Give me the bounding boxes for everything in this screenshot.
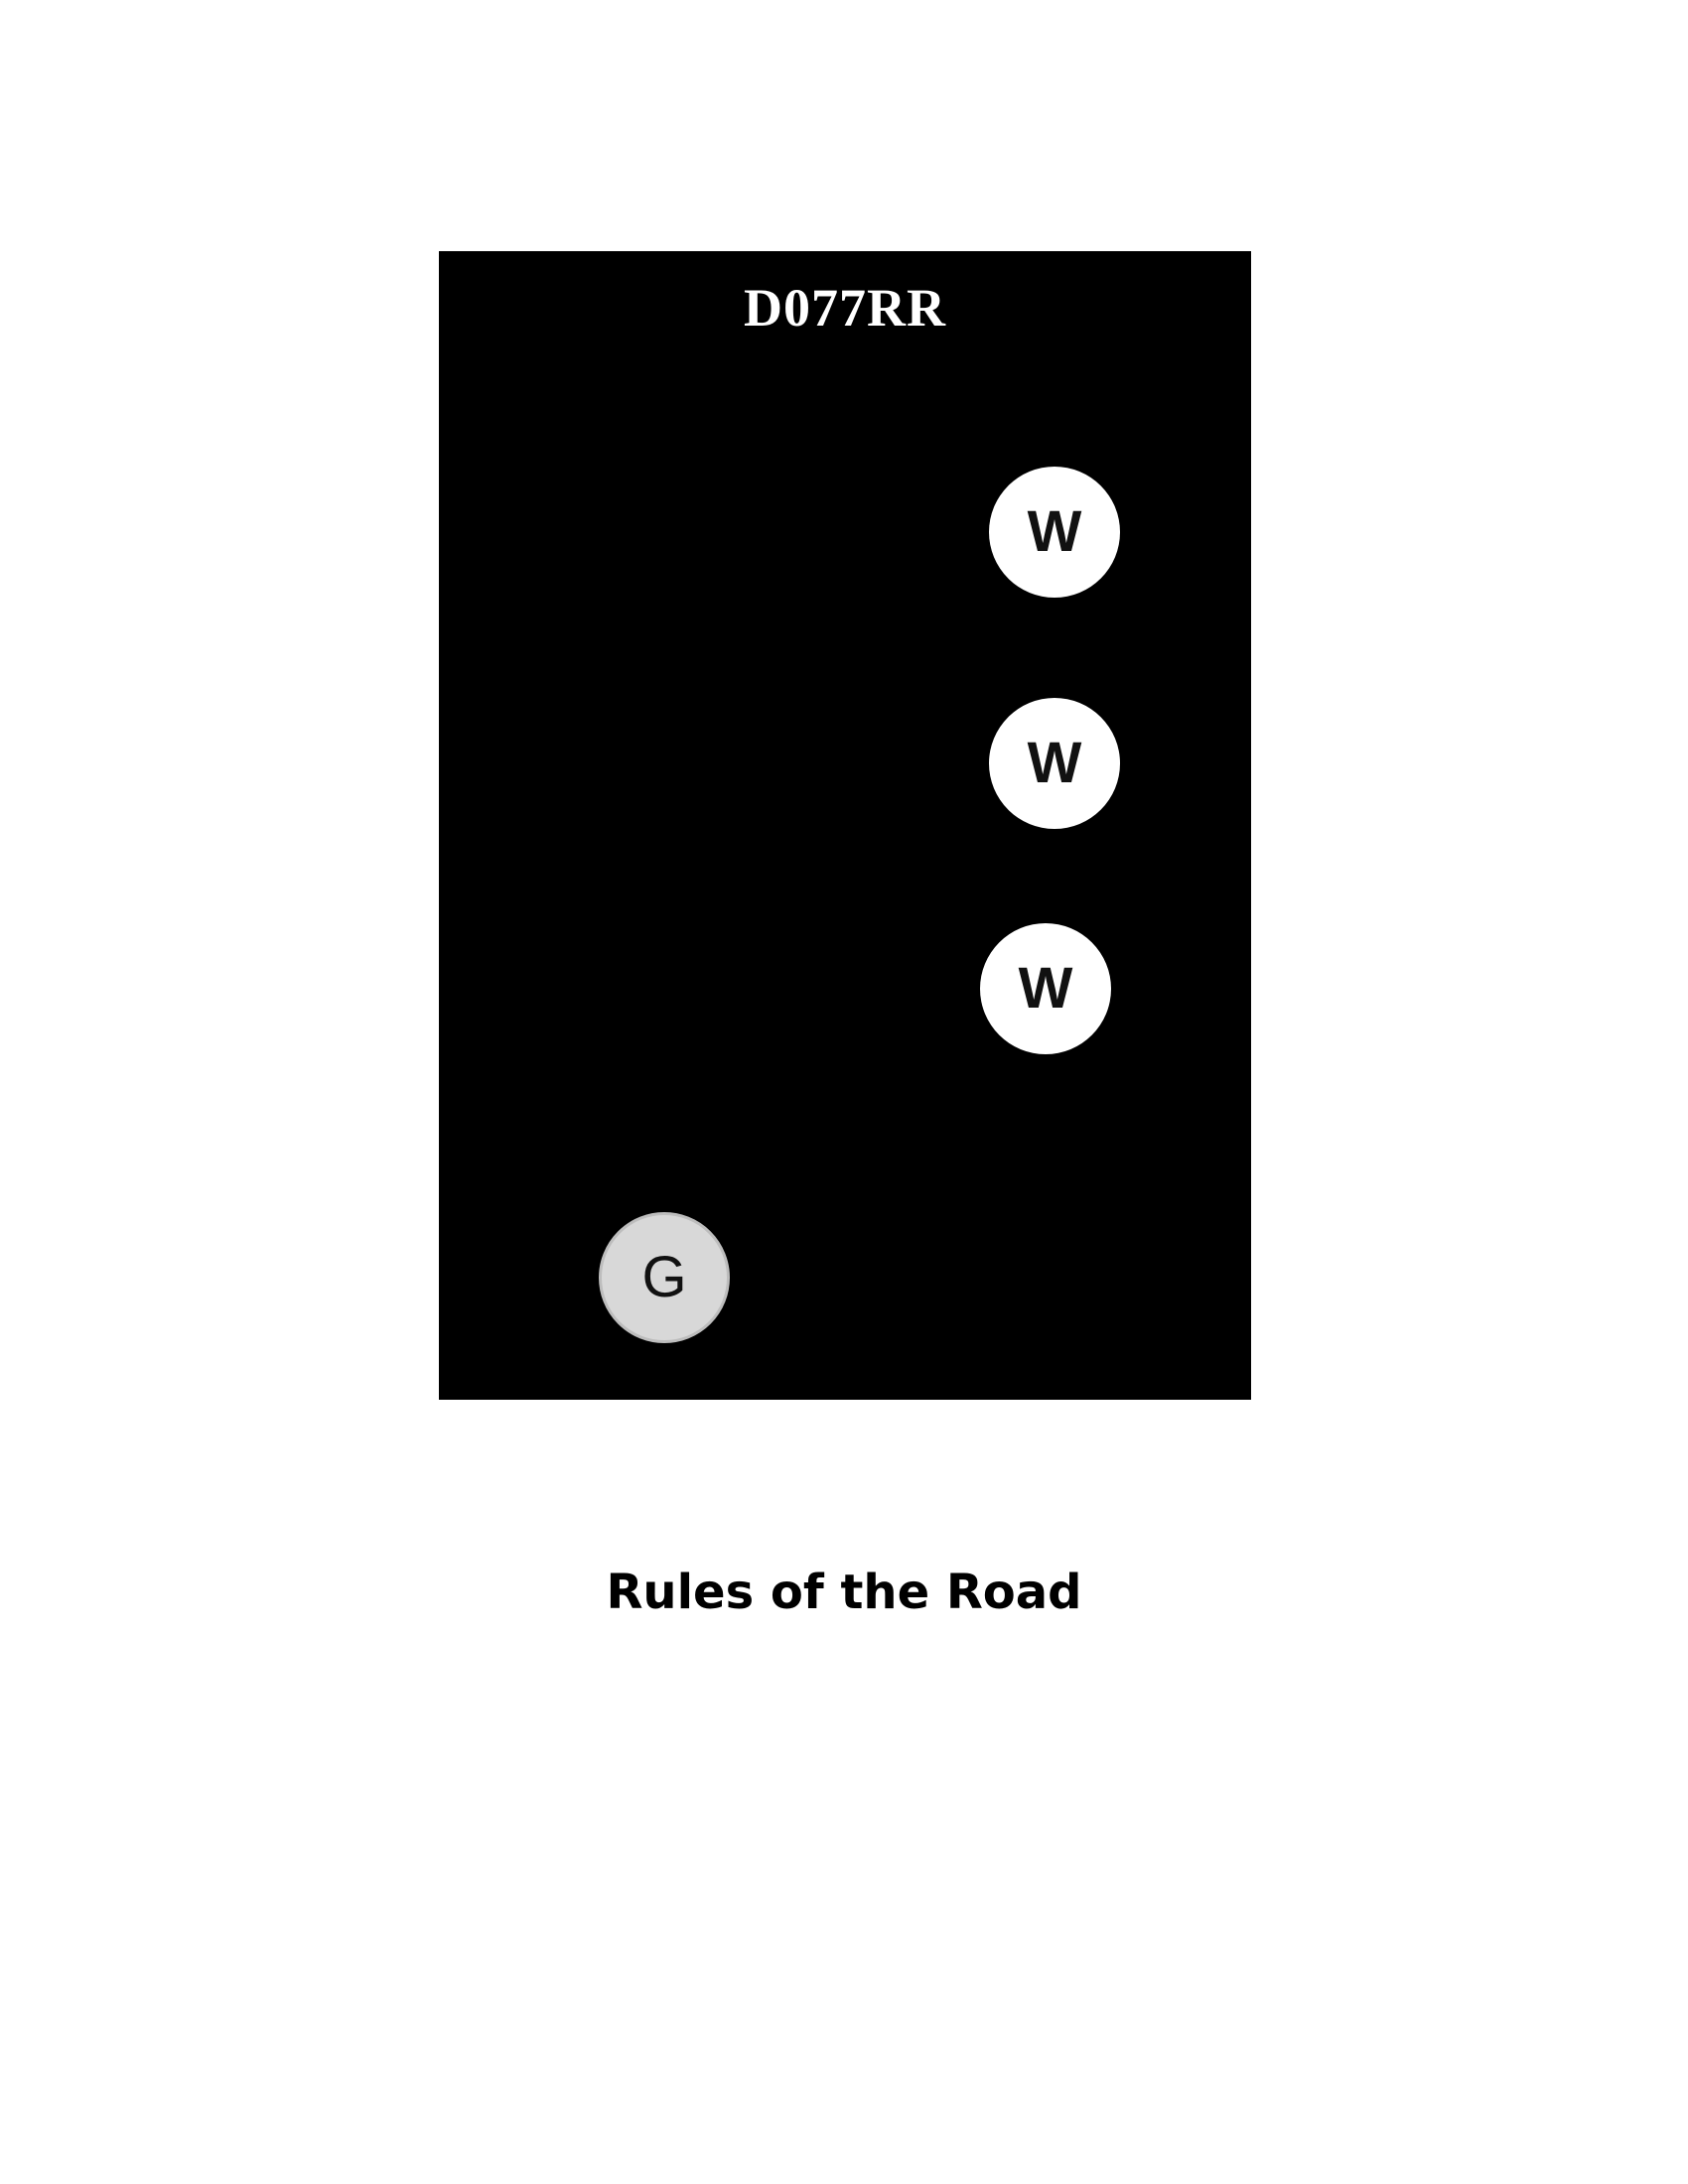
diagram-code: D077RR	[744, 278, 946, 338]
white-light-icon: W	[989, 467, 1120, 598]
page-title: Rules of the Road	[606, 1565, 1082, 1620]
white-light-icon: W	[989, 698, 1120, 829]
light-diagram: D077RR W W W G	[439, 251, 1251, 1400]
light-letter: W	[1027, 731, 1082, 795]
light-letter: W	[1027, 499, 1082, 564]
green-light-icon: G	[599, 1212, 730, 1343]
light-letter: W	[1018, 956, 1073, 1021]
light-letter: G	[641, 1245, 687, 1309]
white-light-icon: W	[980, 923, 1111, 1054]
